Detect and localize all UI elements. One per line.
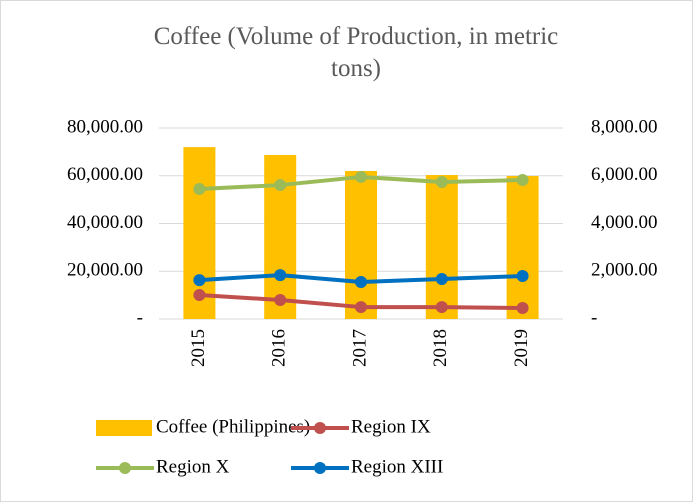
legend-label: Region XIII — [351, 456, 443, 477]
line-marker — [193, 289, 206, 302]
line-marker — [355, 301, 367, 314]
line-marker — [274, 294, 287, 307]
y-tick-label: 40,000.00 — [67, 212, 143, 233]
line-marker — [355, 170, 367, 183]
line-marker — [274, 179, 287, 192]
line-marker — [193, 274, 206, 287]
line-marker — [193, 183, 206, 196]
bar — [345, 170, 377, 319]
x-tick-label: 2018 — [430, 329, 451, 367]
x-tick-label: 2016 — [269, 329, 290, 367]
y-tick-label: 60,000.00 — [67, 164, 143, 185]
x-tick-label: 2017 — [349, 329, 370, 367]
y2-tick-label: 2,000.00 — [591, 260, 658, 281]
y2-tick-label: 6,000.00 — [591, 164, 658, 185]
legend-marker — [119, 462, 131, 474]
line-marker — [435, 273, 448, 286]
bar — [425, 175, 458, 319]
line-marker — [516, 174, 529, 187]
legend-swatch — [96, 420, 152, 436]
line-marker — [274, 269, 287, 282]
legend-label: Region IX — [351, 416, 431, 437]
x-tick-label: 2015 — [188, 329, 209, 367]
line-marker — [516, 302, 529, 315]
legend-marker — [314, 462, 326, 474]
y2-tick-label: 8,000.00 — [591, 116, 658, 137]
y2-tick-label: - — [591, 307, 597, 328]
y-tick-label: 20,000.00 — [67, 260, 143, 281]
y-tick-label: - — [137, 307, 143, 328]
line-marker — [435, 301, 448, 314]
line-marker — [355, 275, 367, 288]
line-marker — [516, 270, 529, 283]
legend-label: Region X — [156, 456, 230, 477]
y2-tick-label: 4,000.00 — [591, 212, 658, 233]
x-tick-label: 2019 — [511, 329, 532, 367]
bar — [506, 175, 539, 319]
legend-label: Coffee (Philippines) — [156, 416, 310, 437]
y-tick-label: 80,000.00 — [67, 116, 143, 137]
line-marker — [435, 175, 448, 188]
chart-title: Coffee (Volume of Production, in metric … — [153, 23, 559, 82]
legend-marker — [314, 422, 326, 434]
